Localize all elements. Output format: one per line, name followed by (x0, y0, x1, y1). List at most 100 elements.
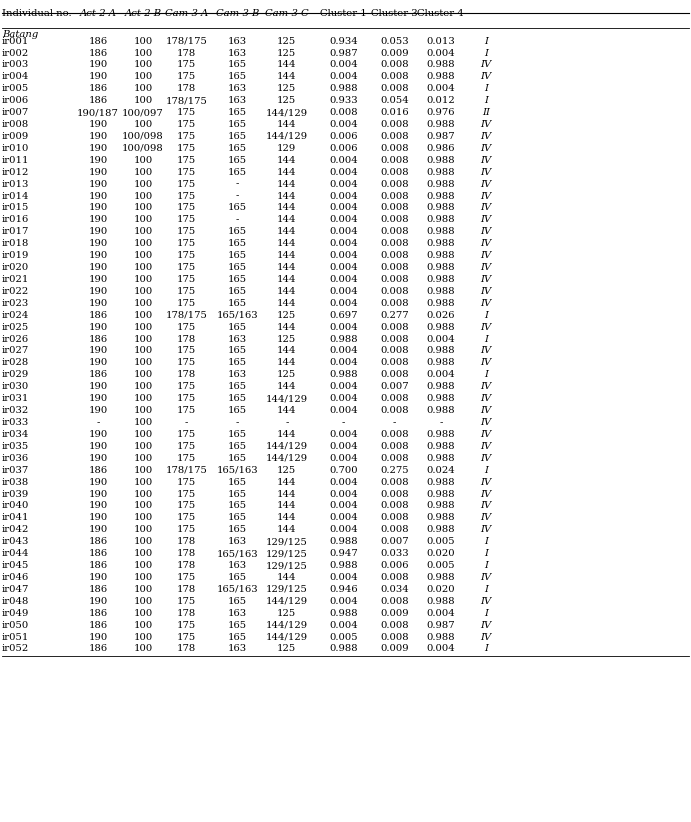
Text: 100: 100 (133, 61, 153, 69)
Text: 190: 190 (88, 430, 108, 439)
Text: 144: 144 (277, 275, 296, 284)
Text: 0.008: 0.008 (380, 395, 409, 403)
Text: 0.005: 0.005 (329, 633, 358, 641)
Text: 0.988: 0.988 (426, 525, 455, 534)
Text: 0.007: 0.007 (380, 382, 409, 391)
Text: 0.004: 0.004 (329, 621, 358, 630)
Text: 0.004: 0.004 (329, 192, 358, 201)
Text: 0.004: 0.004 (329, 406, 358, 415)
Text: 100: 100 (133, 514, 153, 522)
Text: 0.054: 0.054 (380, 96, 409, 105)
Text: 165/163: 165/163 (217, 311, 258, 320)
Text: 186: 186 (88, 466, 108, 474)
Text: 165/163: 165/163 (217, 466, 258, 474)
Text: 0.020: 0.020 (426, 549, 455, 558)
Text: IV: IV (480, 263, 491, 272)
Text: 0.988: 0.988 (426, 263, 455, 272)
Text: ir025: ir025 (2, 323, 29, 331)
Text: 0.008: 0.008 (380, 299, 409, 307)
Text: 165: 165 (228, 406, 247, 415)
Text: 175: 175 (177, 109, 196, 117)
Text: ir037: ir037 (2, 466, 29, 474)
Text: 100: 100 (133, 644, 153, 653)
Text: 0.988: 0.988 (426, 275, 455, 284)
Text: 186: 186 (88, 311, 108, 320)
Text: 0.013: 0.013 (426, 37, 455, 45)
Text: 165: 165 (228, 382, 247, 391)
Text: 0.008: 0.008 (380, 371, 409, 379)
Text: ir038: ir038 (2, 478, 29, 487)
Text: 100: 100 (133, 215, 153, 224)
Text: 144: 144 (277, 514, 296, 522)
Text: IV: IV (480, 621, 491, 630)
Text: 0.986: 0.986 (426, 144, 455, 153)
Text: IV: IV (480, 299, 491, 307)
Text: IV: IV (480, 514, 491, 522)
Text: 144: 144 (277, 406, 296, 415)
Text: Cluster 1: Cluster 1 (320, 9, 367, 18)
Text: I: I (484, 644, 488, 653)
Text: 100: 100 (133, 490, 153, 498)
Text: 144: 144 (277, 180, 296, 188)
Text: 0.988: 0.988 (426, 514, 455, 522)
Text: IV: IV (480, 525, 491, 534)
Text: 0.008: 0.008 (380, 120, 409, 129)
Text: 165: 165 (228, 347, 247, 355)
Text: -: - (393, 418, 396, 427)
Text: 0.988: 0.988 (426, 168, 455, 177)
Text: 0.947: 0.947 (329, 549, 358, 558)
Text: 0.988: 0.988 (426, 252, 455, 260)
Text: 165: 165 (228, 252, 247, 260)
Text: 0.976: 0.976 (426, 109, 455, 117)
Text: 0.988: 0.988 (426, 180, 455, 188)
Text: 144/129: 144/129 (266, 109, 307, 117)
Text: 163: 163 (228, 609, 247, 617)
Text: 100: 100 (133, 323, 153, 331)
Text: 190: 190 (88, 299, 108, 307)
Text: 0.988: 0.988 (426, 501, 455, 510)
Text: 175: 175 (177, 287, 196, 296)
Text: 0.008: 0.008 (380, 621, 409, 630)
Text: 186: 186 (88, 371, 108, 379)
Text: 100: 100 (133, 120, 153, 129)
Text: 175: 175 (177, 168, 196, 177)
Text: 144: 144 (277, 323, 296, 331)
Text: 100/098: 100/098 (122, 132, 164, 141)
Text: 178: 178 (177, 538, 196, 546)
Text: ir049: ir049 (2, 609, 30, 617)
Text: 190: 190 (88, 490, 108, 498)
Text: ir011: ir011 (2, 156, 30, 164)
Text: 175: 175 (177, 621, 196, 630)
Text: 100: 100 (133, 96, 153, 105)
Text: 100: 100 (133, 395, 153, 403)
Text: 129/125: 129/125 (266, 549, 307, 558)
Text: 190: 190 (88, 573, 108, 582)
Text: 0.008: 0.008 (380, 525, 409, 534)
Text: 190: 190 (88, 263, 108, 272)
Text: 165: 165 (228, 430, 247, 439)
Text: I: I (484, 37, 488, 45)
Text: 175: 175 (177, 514, 196, 522)
Text: ir044: ir044 (2, 549, 30, 558)
Text: 0.988: 0.988 (426, 215, 455, 224)
Text: 175: 175 (177, 204, 196, 212)
Text: 165: 165 (228, 501, 247, 510)
Text: IV: IV (480, 597, 491, 606)
Text: 144: 144 (277, 228, 296, 236)
Text: 0.020: 0.020 (426, 585, 455, 593)
Text: 175: 175 (177, 323, 196, 331)
Text: 100: 100 (133, 192, 153, 201)
Text: IV: IV (480, 180, 491, 188)
Text: 0.004: 0.004 (329, 478, 358, 487)
Text: 175: 175 (177, 454, 196, 463)
Text: 144/129: 144/129 (266, 442, 307, 450)
Text: 144: 144 (277, 382, 296, 391)
Text: 186: 186 (88, 549, 108, 558)
Text: 0.004: 0.004 (426, 85, 455, 93)
Text: 165: 165 (228, 132, 247, 141)
Text: 0.987: 0.987 (426, 132, 455, 141)
Text: 0.008: 0.008 (380, 358, 409, 367)
Text: 175: 175 (177, 263, 196, 272)
Text: 0.946: 0.946 (329, 585, 358, 593)
Text: 100: 100 (133, 442, 153, 450)
